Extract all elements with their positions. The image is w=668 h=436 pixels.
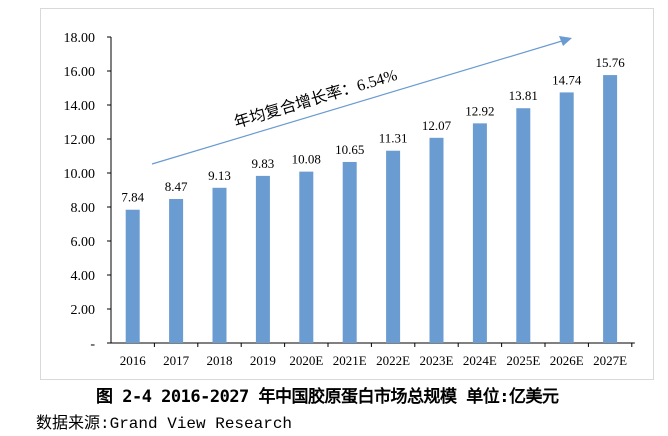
data-label: 9.83	[252, 156, 275, 171]
trend-arrow	[151, 40, 563, 165]
x-tick-label: 2023E	[420, 353, 454, 368]
y-tick-label: 6.00	[71, 235, 96, 250]
data-label: 12.07	[422, 118, 452, 133]
bar-2026E	[559, 92, 574, 343]
bar-2018	[212, 187, 227, 343]
bar-2016	[125, 209, 140, 343]
data-label: 15.76	[595, 55, 625, 70]
y-tick-label: 2.00	[71, 303, 96, 318]
data-label: 13.81	[509, 88, 538, 103]
bar-2021E	[342, 161, 357, 343]
x-tick-label: 2024E	[463, 353, 497, 368]
x-tick-label: 2019	[250, 353, 276, 368]
x-tick-label: 2021E	[333, 353, 367, 368]
data-label: 14.74	[552, 72, 582, 87]
bar-2022E	[386, 150, 401, 343]
y-tick-label: 10.00	[64, 167, 96, 182]
bar-2017	[169, 199, 184, 343]
bar-2019	[255, 175, 270, 343]
figure-caption: 图 2-4 2016-2027 年中国胶原蛋白市场总规模 单位:亿美元	[96, 387, 559, 407]
x-tick-label: 2018	[207, 353, 233, 368]
data-label: 8.47	[165, 179, 188, 194]
y-tick-label: 4.00	[71, 269, 96, 284]
data-label: 11.31	[379, 131, 408, 146]
x-tick-label: 2020E	[289, 353, 323, 368]
x-tick-label: 2026E	[550, 353, 584, 368]
chart-frame	[40, 8, 654, 380]
data-source: 数据来源:Grand View Research	[36, 415, 293, 433]
y-tick-label: 8.00	[71, 201, 96, 216]
data-label: 7.84	[121, 190, 144, 205]
bar-2025E	[516, 108, 531, 343]
bar-2027E	[603, 75, 618, 343]
bar-2024E	[472, 123, 487, 343]
data-label: 10.08	[292, 152, 321, 167]
x-tick-label: 2025E	[506, 353, 540, 368]
x-tick-label: 2017	[163, 353, 190, 368]
x-tick-label: 2022E	[376, 353, 410, 368]
x-tick-label: 2016	[120, 353, 147, 368]
x-tick-label: 2027E	[593, 353, 627, 368]
bar-2020E	[299, 171, 314, 343]
bar-2023E	[429, 137, 444, 343]
data-label: 10.65	[335, 142, 364, 157]
y-tick-label: -	[90, 337, 95, 352]
y-tick-label: 16.00	[64, 65, 96, 80]
y-tick-label: 12.00	[64, 133, 96, 148]
arrow-head-icon	[559, 36, 572, 46]
y-tick-label: 14.00	[64, 99, 96, 114]
data-label: 12.92	[465, 103, 494, 118]
y-tick-label: 18.00	[64, 31, 96, 46]
cagr-annotation: 年均复合增长率：6.54%	[232, 66, 399, 132]
data-label: 9.13	[208, 168, 231, 183]
